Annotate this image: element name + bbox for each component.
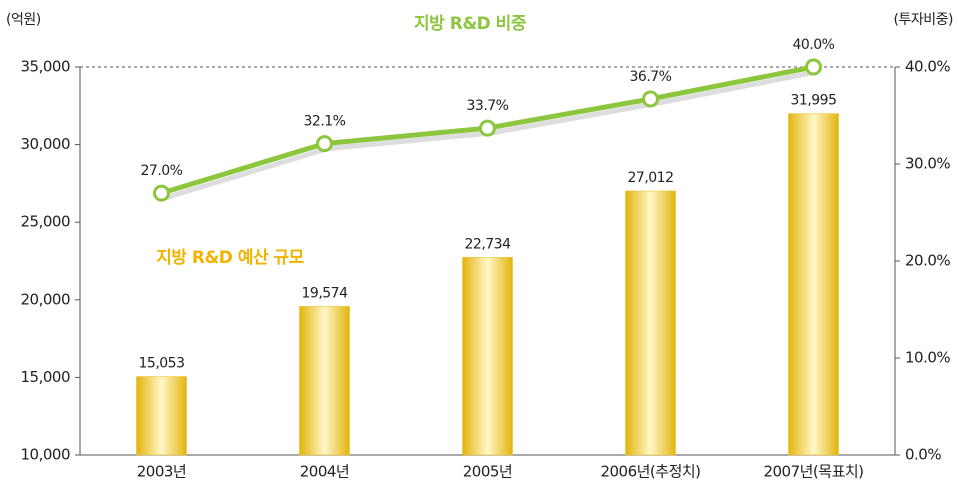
y2-tick-label: 30.0% [905,155,950,173]
bar [136,376,187,456]
bar [788,113,839,456]
y-tick-label: 25,000 [21,213,71,231]
y-tick-label: 10,000 [21,446,71,464]
line-value-label: 33.7% [467,98,509,114]
x-tick-label: 2004년 [300,463,349,481]
line-point [805,58,822,76]
bar-value-label: 27,012 [628,170,674,186]
y2-tick-label: 10.0% [905,349,950,367]
y-tick-label: 30,000 [21,135,71,153]
line-point [479,119,496,137]
line-value-label: 36.7% [630,69,672,85]
y-tick-label: 35,000 [21,58,71,76]
bar [299,306,350,456]
line-value-label: 27.0% [141,163,183,179]
x-tick-label: 2005년 [463,463,512,481]
line-point [316,135,333,153]
x-tick-label: 2003년 [137,463,186,481]
bar [462,257,513,456]
y-tick-label: 20,000 [21,290,71,308]
y2-tick-label: 0.0% [905,446,941,464]
bar [625,190,676,456]
bar-value-label: 22,734 [465,236,512,252]
x-tick-label: 2006년(추정치) [600,463,700,481]
x-tick-label: 2007년(목표치) [763,463,863,481]
line-point [642,90,659,108]
line-value-label: 32.1% [304,114,346,130]
bar-value-label: 19,574 [302,285,349,301]
bar-value-label: 31,995 [791,93,837,109]
y2-tick-label: 20.0% [905,252,950,270]
bar-series-label: 지방 R&D 예산 규모 [156,248,304,268]
line-point [153,184,170,202]
line-value-label: 40.0% [793,37,835,53]
bar-value-label: 15,053 [139,356,185,372]
line-series-label: 지방 R&D 비중 [414,14,527,34]
y2-tick-label: 40.0% [905,58,950,76]
y-axis-label: (억원) [6,12,41,28]
y2-axis-label: (투자비중) [894,12,953,28]
y-tick-label: 15,000 [21,368,71,386]
